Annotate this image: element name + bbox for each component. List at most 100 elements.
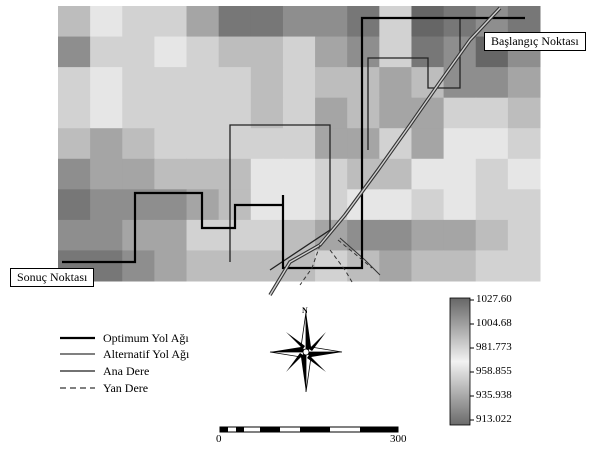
raster-cell: [218, 128, 252, 160]
raster-cell: [122, 219, 155, 251]
start-point-label: Başlangıç Noktası: [484, 32, 586, 51]
raster-cell: [443, 97, 477, 129]
raster-cell: [218, 6, 252, 38]
raster-cell: [379, 189, 412, 221]
raster-cell: [315, 67, 348, 99]
raster-cell: [250, 219, 284, 251]
raster-cell: [90, 36, 123, 68]
raster-cell: [282, 97, 316, 129]
raster-cell: [507, 97, 541, 129]
raster-cell: [475, 189, 509, 221]
raster-cell: [90, 158, 123, 190]
raster-cell: [507, 189, 541, 221]
legend-label-optimum: Optimum Yol Ağı: [103, 331, 189, 345]
raster-cell: [443, 219, 477, 251]
raster-cell: [443, 250, 477, 282]
raster-cell: [507, 128, 541, 160]
optimum-road: [62, 16, 525, 270]
raster-cell: [475, 6, 509, 38]
raster-cell: [58, 6, 91, 38]
raster-cell: [282, 36, 316, 68]
raster-cell: [58, 36, 91, 68]
north-arrow-icon: [269, 311, 343, 393]
raster-cell: [475, 128, 509, 160]
raster-cell: [186, 36, 220, 68]
raster-cell: [186, 67, 220, 99]
raster-cell: [379, 250, 412, 282]
raster-cell: [250, 6, 284, 38]
raster-cell: [186, 97, 220, 129]
raster-cell: [315, 36, 348, 68]
raster-cell: [90, 219, 123, 251]
side-stream: [329, 249, 353, 283]
raster-cell: [507, 67, 541, 99]
alternative-road: [367, 18, 461, 150]
main-stream: [269, 7, 501, 296]
raster-cell: [315, 97, 348, 129]
raster-cell: [347, 128, 380, 160]
raster-cell: [122, 189, 155, 221]
raster-cell: [90, 189, 123, 221]
raster-cell: [475, 97, 509, 129]
colorbar-label: 935.938: [476, 389, 512, 401]
raster-cell: [186, 128, 220, 160]
scale-bar: [219, 426, 399, 433]
raster-cell: [58, 97, 91, 129]
raster-cell: [218, 36, 252, 68]
raster-cell: [315, 128, 348, 160]
raster-cell: [122, 67, 155, 99]
raster-cell: [475, 67, 509, 99]
raster-cell: [347, 219, 380, 251]
colorbar-label: 958.855: [476, 365, 512, 377]
raster-cell: [58, 67, 91, 99]
legend-label-alternative: Alternatif Yol Ağı: [103, 347, 190, 361]
raster-cell: [58, 128, 91, 160]
raster-cell: [315, 6, 348, 38]
raster-cell: [507, 219, 541, 251]
raster-cell: [475, 158, 509, 190]
raster-cell: [282, 6, 316, 38]
raster-cell: [154, 36, 188, 68]
raster-cell: [250, 67, 284, 99]
raster-cell: [90, 250, 123, 282]
raster-cell: [186, 158, 220, 190]
raster-cell: [282, 128, 316, 160]
raster-cell: [122, 36, 155, 68]
raster-cell: [186, 6, 220, 38]
raster-cell: [282, 219, 316, 251]
raster-cell: [218, 67, 252, 99]
raster-cell: [58, 158, 91, 190]
raster-cell: [250, 36, 284, 68]
raster-cell: [411, 128, 445, 160]
raster-cell: [154, 250, 188, 282]
alternative-road: [339, 237, 381, 276]
scale-end-label: 300: [390, 433, 407, 445]
raster-cell: [218, 158, 252, 190]
raster-cell: [154, 67, 188, 99]
legend-label-main-stream: Ana Dere: [103, 364, 150, 378]
raster-cell: [282, 158, 316, 190]
raster-cell: [475, 219, 509, 251]
raster-cell: [250, 250, 284, 282]
raster-cell: [282, 67, 316, 99]
raster-cell: [379, 67, 412, 99]
raster-cell: [122, 128, 155, 160]
raster-cell: [186, 250, 220, 282]
end-point-label: Sonuç Noktası: [10, 268, 95, 287]
side-stream: [337, 239, 373, 269]
colorbar-ticks: [470, 299, 474, 421]
scale-start-label: 0: [216, 433, 222, 445]
raster-cell: [379, 219, 412, 251]
raster-cell: [443, 189, 477, 221]
raster-cell: [347, 67, 380, 99]
raster-cell: [282, 189, 316, 221]
raster-cell: [250, 128, 284, 160]
raster-cell: [154, 97, 188, 129]
raster-cell: [58, 219, 91, 251]
raster-cell: [379, 6, 412, 38]
raster-cell: [411, 6, 445, 38]
raster-cell: [218, 97, 252, 129]
side-stream: [299, 244, 321, 286]
raster-cell: [154, 128, 188, 160]
